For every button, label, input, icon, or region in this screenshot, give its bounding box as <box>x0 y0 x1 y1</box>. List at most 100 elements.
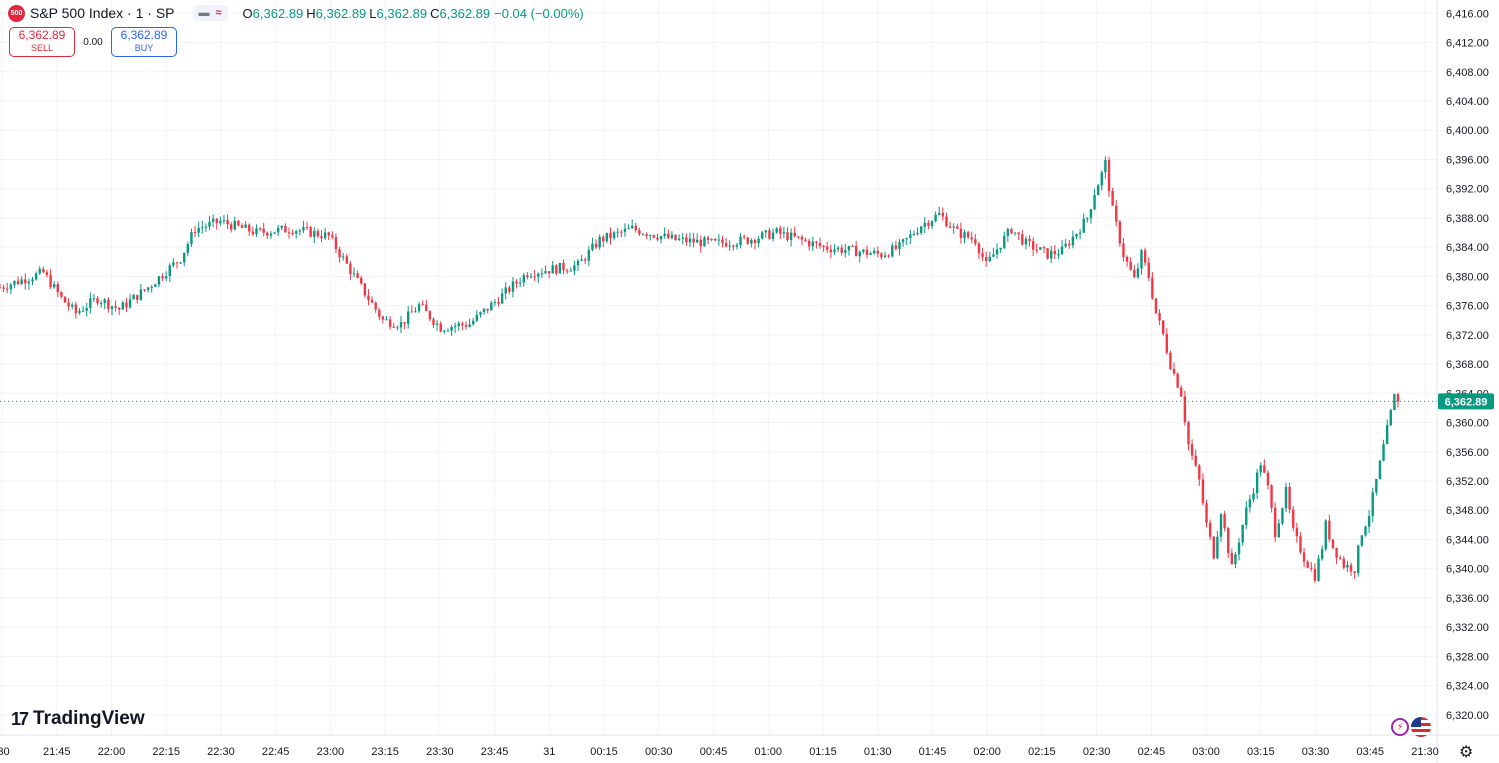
candle-body <box>1082 218 1085 233</box>
candle-body <box>1169 352 1172 369</box>
candle-body <box>125 302 128 308</box>
candle-body <box>652 235 656 238</box>
candle-body <box>219 221 222 224</box>
candle-body <box>183 252 186 263</box>
candle-body <box>107 299 110 309</box>
candle-body <box>334 237 338 250</box>
candle-body <box>143 289 146 291</box>
candle-body <box>1292 509 1295 528</box>
candle-body <box>472 320 475 325</box>
us-flag-icon[interactable] <box>1411 717 1431 737</box>
tradingview-logo[interactable]: 17 TradingView <box>11 708 145 730</box>
candle-body <box>388 319 392 327</box>
candle-body <box>1346 564 1349 568</box>
candle-body <box>587 249 591 261</box>
candle-body <box>616 231 619 233</box>
candle-body <box>1324 520 1327 550</box>
candle-body <box>1216 536 1219 559</box>
candle-body <box>1277 523 1280 538</box>
candle-body <box>1263 465 1266 473</box>
candle-body <box>1371 492 1374 517</box>
candle-body <box>479 312 482 315</box>
symbol-title[interactable]: S&P 500 Index · 1 · SP <box>30 5 175 21</box>
candle-body <box>316 230 320 237</box>
candle-body <box>432 319 435 325</box>
candle-body <box>1089 209 1093 219</box>
x-tick-label: 21:45 <box>43 746 71 758</box>
candle-body <box>78 310 81 313</box>
y-tick-label: 6,336.00 <box>1446 593 1489 605</box>
candle-body <box>710 238 713 240</box>
candle-body <box>934 214 937 222</box>
candle-body <box>840 247 843 253</box>
candle-body <box>1086 218 1089 220</box>
candle-body <box>240 225 244 228</box>
buy-button[interactable]: 6,362.89 BUY <box>111 27 177 57</box>
candle-body <box>443 330 446 332</box>
candle-body <box>544 271 547 274</box>
minus-icon[interactable]: ▬ <box>198 7 210 19</box>
x-tick-label: 02:15 <box>1028 746 1056 758</box>
candle-body <box>154 284 157 287</box>
candle-body <box>1219 514 1223 537</box>
candle-body <box>273 232 276 234</box>
candle-body <box>822 245 825 247</box>
candle-body <box>692 238 695 243</box>
candle-body <box>591 243 594 250</box>
candle-body <box>833 249 836 253</box>
approx-icon[interactable]: ≈ <box>215 7 222 19</box>
candle-body <box>919 226 923 233</box>
candle-body <box>638 230 641 235</box>
candle-body <box>13 280 16 285</box>
candle-body <box>829 249 833 253</box>
candle-body <box>898 242 901 249</box>
candle-body <box>706 237 710 240</box>
last-price-label: 6,362.89 <box>1445 396 1488 408</box>
chart-legend: 500 S&P 500 Index · 1 · SP ▬ ≈ O 6,362.89… <box>8 4 584 22</box>
candle-body <box>1190 444 1194 456</box>
legend-toggles[interactable]: ▬ ≈ <box>192 5 228 21</box>
candle-body <box>1349 564 1353 572</box>
candle-body <box>952 226 955 228</box>
candle-body <box>31 279 34 282</box>
candle-body <box>576 260 580 266</box>
candle-body <box>649 235 652 237</box>
candle-body <box>258 228 262 230</box>
candle-body <box>1028 238 1031 242</box>
symbol-badge[interactable]: 500 <box>8 4 25 22</box>
bolt-icon[interactable]: ⚡ <box>1391 718 1409 736</box>
candle-body <box>775 228 778 233</box>
candle-body <box>1078 232 1082 234</box>
candle-body <box>1266 472 1270 486</box>
candle-body <box>717 239 721 241</box>
sell-button[interactable]: 6,362.89 SELL <box>9 27 75 57</box>
candle-body <box>555 265 558 274</box>
candle-body <box>229 224 233 230</box>
x-tick-label: 22:30 <box>207 746 235 758</box>
candle-body <box>453 326 457 328</box>
candle-body <box>157 276 161 285</box>
candle-body <box>1273 507 1277 538</box>
candle-body <box>699 239 703 247</box>
candle-body <box>1389 409 1392 426</box>
time-axis[interactable]: :30 21:45 22:00 22:15 22:30 22:45 23:00 23:15 23… <box>0 734 1499 758</box>
price-axis[interactable]: 6,320.00 6,324.00 6,328.00 6,332.00 6,336.00… <box>1436 0 1494 763</box>
x-tick-label: 22:45 <box>262 746 290 758</box>
last-price-tag[interactable] <box>1438 393 1494 410</box>
candle-body <box>880 253 883 258</box>
candle-body <box>262 228 265 233</box>
candle-body <box>1180 387 1183 397</box>
y-tick-label: 6,380.00 <box>1446 271 1489 283</box>
candle-body <box>2 287 5 289</box>
gear-icon[interactable]: ⚙ <box>1459 744 1474 761</box>
candle-body <box>421 304 424 306</box>
candle-body <box>1075 233 1078 237</box>
candle-body <box>526 275 529 277</box>
candle-body <box>110 306 114 309</box>
candle-body <box>656 237 659 240</box>
candle-body <box>1234 554 1237 565</box>
candle-body <box>1136 268 1140 278</box>
candle-body <box>363 283 367 296</box>
candle-body <box>248 224 251 232</box>
